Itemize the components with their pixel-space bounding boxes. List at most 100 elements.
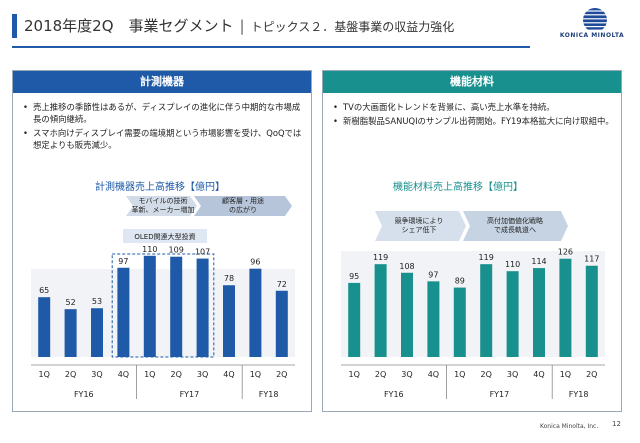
- group-label: FY16: [74, 390, 94, 399]
- data-label: 95: [349, 272, 359, 281]
- page-number: 12: [612, 420, 621, 428]
- group-label: FY17: [180, 390, 200, 399]
- tick-label: 1Q: [454, 370, 465, 379]
- page-header: 2018年度2Q 事業セグメント | トピックス２．基盤事業の収益力強化: [0, 0, 640, 52]
- oled-callout-box: [123, 229, 207, 243]
- tick-label: 2Q: [276, 370, 287, 379]
- bar: [196, 258, 209, 357]
- title-topic: トピックス２．基盤事業の収益力強化: [250, 20, 455, 34]
- data-label: 107: [195, 248, 210, 257]
- bullet-list: 売上推移の季節性はあるが、ディスプレイの進化に伴う中期的な市場成長の傾向継続。 …: [13, 101, 311, 151]
- data-label: 117: [584, 255, 599, 264]
- data-label: 119: [373, 253, 388, 262]
- measuring-instruments-panel: 計測機器 売上推移の季節性はあるが、ディスプレイの進化に伴う中期的な市場成長の傾…: [12, 70, 312, 412]
- measuring-sales-chart: 65 1Q 52 2Q 53 3Q 97 4Q 110 1Q 109 2Q 107 3Q 78 4Q 96 1Q 7…: [31, 196, 295, 399]
- group-label: FY18: [569, 390, 589, 399]
- callout-label-1: 競争環境によりシェア低下: [395, 216, 444, 234]
- callout-label-3: OLED関連大型投資: [134, 232, 195, 241]
- materials-sales-chart: 95 1Q 119 2Q 108 3Q 97 4Q 89 1Q 119 2Q 110 3Q 114 4Q 126…: [341, 211, 605, 399]
- data-label: 108: [399, 262, 414, 271]
- logo-wordmark: KONICA MINOLTA: [559, 32, 625, 39]
- data-label: 126: [558, 248, 573, 257]
- data-label: 110: [142, 245, 157, 254]
- callout-label-2: 顧客層・用途の広がり: [222, 196, 264, 214]
- chart-title: 機能材料売上高推移【億円】: [393, 182, 523, 193]
- callout-arrow-1: [126, 196, 197, 216]
- data-label: 114: [531, 257, 546, 266]
- callout-arrow-2: [194, 196, 292, 216]
- bar: [401, 272, 413, 357]
- data-label: 119: [479, 253, 494, 262]
- highlight-box: [111, 253, 215, 358]
- tick-label: 3Q: [507, 370, 518, 379]
- tick-label: 3Q: [91, 370, 102, 379]
- callout-label-2: 高付加価値化戦略で成長軌道へ: [487, 216, 543, 234]
- bullet-item: TVの大画面化トレンドを背景に、高い売上水準を持続。: [333, 101, 615, 113]
- tick-label: 1Q: [39, 370, 50, 379]
- data-label: 97: [428, 270, 438, 279]
- page-title: 2018年度2Q 事業セグメント | トピックス２．基盤事業の収益力強化: [24, 15, 454, 36]
- tick-label: 3Q: [197, 370, 208, 379]
- functional-materials-panel: 機能材料 TVの大画面化トレンドを背景に、高い売上水準を持続。 新樹脂製品SAN…: [322, 70, 622, 412]
- data-label: 78: [224, 274, 234, 283]
- group-label: FY17: [490, 390, 510, 399]
- bar: [275, 290, 288, 357]
- tick-label: 4Q: [533, 370, 544, 379]
- bar: [223, 285, 235, 357]
- bar: [585, 265, 598, 357]
- tick-label: 1Q: [560, 370, 571, 379]
- tick-label: 1Q: [144, 370, 155, 379]
- callout-label-1: モバイルの技術革新、メーカー増加: [132, 196, 195, 214]
- data-label: 96: [250, 258, 260, 267]
- tick-label: 1Q: [349, 370, 360, 379]
- data-label: 72: [277, 280, 287, 289]
- bar: [143, 255, 156, 357]
- bullet-list: TVの大画面化トレンドを背景に、高い売上水準を持続。 新樹脂製品SANUQIのサ…: [323, 101, 621, 127]
- title-separator: |: [239, 17, 245, 35]
- bar: [348, 282, 361, 357]
- tick-label: 3Q: [401, 370, 412, 379]
- bullet-item: 売上推移の季節性はあるが、ディスプレイの進化に伴う中期的な市場成長の傾向継続。: [23, 101, 305, 125]
- panel-heading: 機能材料: [323, 71, 621, 93]
- data-label: 65: [39, 286, 49, 295]
- bar: [249, 268, 262, 357]
- group-label: FY18: [259, 390, 279, 399]
- bar: [480, 264, 493, 357]
- bullet-item: 新樹脂製品SANUQIのサンプル出荷開始。FY19本格拡大に向け取組中。: [333, 115, 615, 127]
- tick-label: 2Q: [481, 370, 492, 379]
- chart-title: 計測機器売上高推移【億円】: [95, 182, 225, 193]
- footer-company: Konica Minolta, Inc.: [540, 423, 599, 430]
- data-label: 110: [505, 260, 520, 269]
- callout-arrow-2: [463, 211, 568, 241]
- bar: [91, 308, 103, 357]
- bar: [427, 281, 440, 357]
- group-label: FY16: [384, 390, 404, 399]
- data-label: 89: [455, 277, 465, 286]
- data-label: 97: [118, 257, 128, 266]
- konica-minolta-globe-logo: [583, 8, 607, 32]
- header-accent-bar: [12, 14, 17, 38]
- tick-label: 2Q: [171, 370, 182, 379]
- bar: [559, 258, 572, 357]
- bar: [453, 287, 466, 357]
- tick-label: 4Q: [223, 370, 234, 379]
- callout-arrow-1: [375, 211, 466, 241]
- data-label: 52: [66, 298, 76, 307]
- bullet-item: スマホ向けディスプレイ需要の端境期という市場影響を受け、QoQでは想定よりも販売…: [23, 127, 305, 151]
- data-label: 53: [92, 297, 102, 306]
- tick-label: 2Q: [375, 370, 386, 379]
- data-label: 109: [169, 246, 184, 255]
- tick-label: 2Q: [586, 370, 597, 379]
- bar: [38, 297, 51, 357]
- title-main: 2018年度2Q 事業セグメント: [24, 17, 234, 35]
- tick-label: 1Q: [250, 370, 261, 379]
- header-rule: [12, 46, 530, 48]
- bar: [533, 268, 545, 357]
- bar: [117, 267, 130, 357]
- tick-label: 4Q: [118, 370, 129, 379]
- tick-label: 2Q: [65, 370, 76, 379]
- bar: [374, 264, 387, 357]
- bar: [170, 256, 183, 357]
- tick-label: 4Q: [428, 370, 439, 379]
- bar: [64, 309, 77, 357]
